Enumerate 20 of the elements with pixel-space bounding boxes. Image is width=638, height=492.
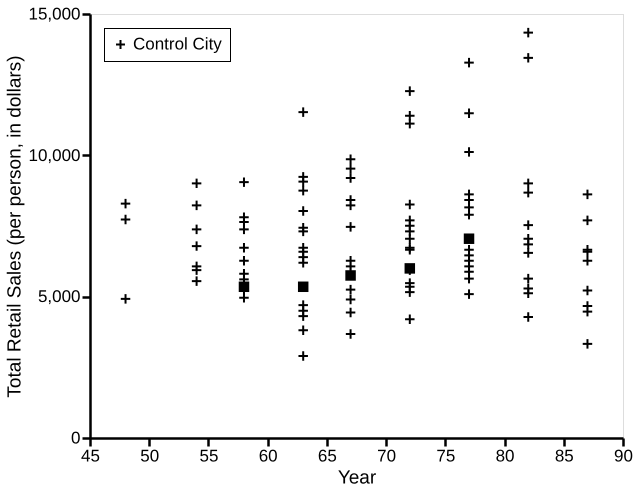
y-tick-label: 5,000	[38, 287, 80, 306]
y-tick-label: 15,000	[28, 4, 80, 24]
y-tick-label: 0	[71, 428, 80, 448]
x-tick-label: 45	[81, 446, 100, 466]
x-tick-label: 70	[377, 446, 396, 466]
legend-label: Control City	[133, 34, 222, 54]
point	[464, 233, 474, 244]
x-tick-label: 80	[496, 446, 515, 466]
x-tick-label: 60	[258, 446, 278, 466]
x-tick-label: 75	[436, 446, 456, 466]
x-tick-label: 90	[614, 446, 633, 466]
x-tick-label: 65	[318, 446, 337, 466]
point	[298, 282, 308, 292]
x-tick-label: 85	[554, 446, 574, 466]
y-axis-title: Total Retail Sales (per person, in dollars)	[4, 55, 26, 398]
x-axis-title: Year	[338, 468, 377, 488]
point	[345, 270, 356, 281]
x-tick-label: 55	[199, 446, 218, 466]
x-tick-label: 50	[140, 446, 160, 466]
y-tick-label: 10,000	[28, 146, 80, 165]
